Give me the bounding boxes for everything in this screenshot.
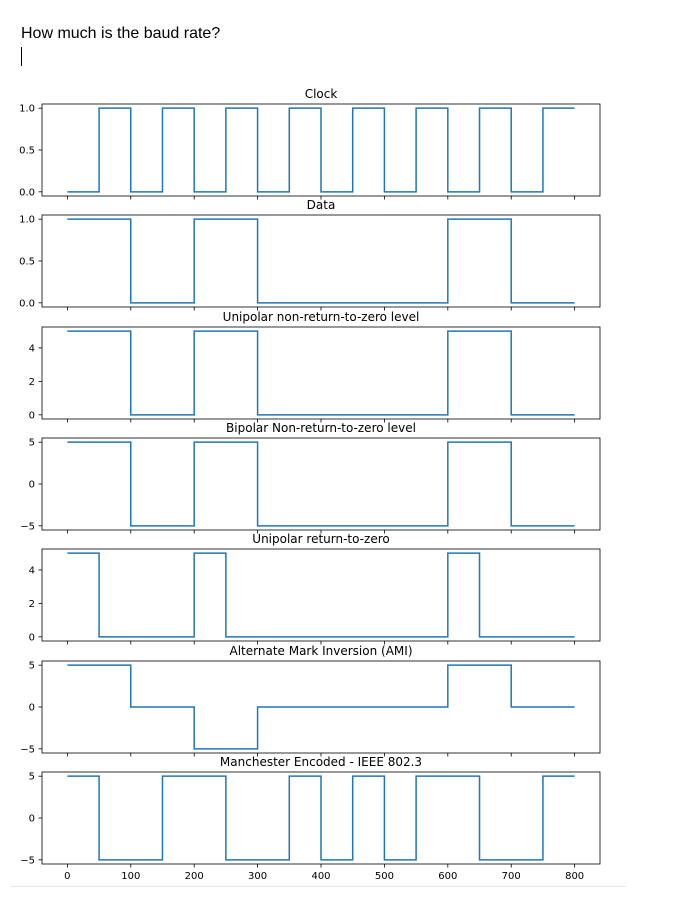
subplot-title: Manchester Encoded - IEEE 802.3 [220, 755, 422, 769]
y-tick-label: 4 [29, 343, 35, 354]
subplot-5: Unipolar return-to-zero 0 2 4 [29, 532, 601, 645]
subplot-title: Data [307, 198, 336, 212]
signal-line [67, 330, 575, 416]
y-tick-label: 0 [29, 480, 35, 491]
subplot-1: Clock 0.0 0.5 1.0 [19, 87, 601, 200]
y-tick-label: 0 [29, 410, 35, 421]
x-tick-label: 700 [502, 871, 521, 882]
axes-frame [41, 214, 601, 308]
subplot-title: Alternate Mark Inversion (AMI) [230, 644, 413, 658]
x-tick-label: 600 [438, 871, 457, 882]
axes-frame [41, 326, 601, 420]
y-tick-label: 0 [29, 703, 35, 714]
axes-frame [41, 437, 601, 531]
y-tick-label: 5 [29, 772, 35, 783]
x-tick-label: 100 [121, 871, 140, 882]
question-text[interactable]: How much is the baud rate? [21, 25, 221, 42]
x-tick-label: 400 [311, 871, 330, 882]
y-tick-label: −5 [20, 744, 35, 755]
signal-line [67, 552, 575, 638]
y-tick-label: 1.0 [19, 215, 35, 226]
y-tick-label: 0.5 [19, 257, 35, 268]
y-tick-label: 5 [29, 661, 35, 672]
page-divider [10, 886, 626, 887]
signal-line [67, 107, 575, 193]
text-cursor [21, 47, 22, 66]
y-tick-label: −5 [20, 521, 35, 532]
y-tick-label: 2 [29, 377, 35, 388]
subplot-6: Alternate Mark Inversion (AMI) −5 0 5 [20, 644, 601, 757]
axes-frame [41, 548, 601, 642]
signal-line [67, 441, 575, 527]
signal-line [67, 664, 575, 750]
signal-line [67, 775, 575, 861]
subplot-title: Clock [305, 87, 338, 101]
y-tick-label: 0.5 [19, 146, 35, 157]
y-tick-label: 0 [29, 814, 35, 825]
y-tick-label: 0.0 [19, 187, 35, 198]
y-tick-label: 5 [29, 438, 35, 449]
x-tick-label: 200 [185, 871, 204, 882]
subplot-2: Data 0.0 0.5 1.0 [19, 198, 601, 311]
subplot-title: Bipolar Non-return-to-zero level [226, 421, 416, 435]
y-tick-label: 0 [29, 632, 35, 643]
y-tick-label: 1.0 [19, 104, 35, 115]
x-tick-label: 300 [248, 871, 267, 882]
subplot-title: Unipolar non-return-to-zero level [223, 310, 420, 324]
y-tick-label: 2 [29, 599, 35, 610]
y-tick-label: −5 [20, 855, 35, 866]
y-tick-label: 4 [29, 565, 35, 576]
subplot-3: Unipolar non-return-to-zero level 0 2 4 [29, 310, 601, 423]
signal-line [67, 218, 575, 304]
subplot-4: Bipolar Non-return-to-zero level −5 0 5 [20, 421, 601, 534]
x-tick-label: 0 [64, 871, 70, 882]
x-tick-label: 800 [565, 871, 584, 882]
subplot-title: Unipolar return-to-zero [252, 532, 389, 546]
y-tick-label: 0.0 [19, 298, 35, 309]
x-tick-label: 500 [375, 871, 394, 882]
